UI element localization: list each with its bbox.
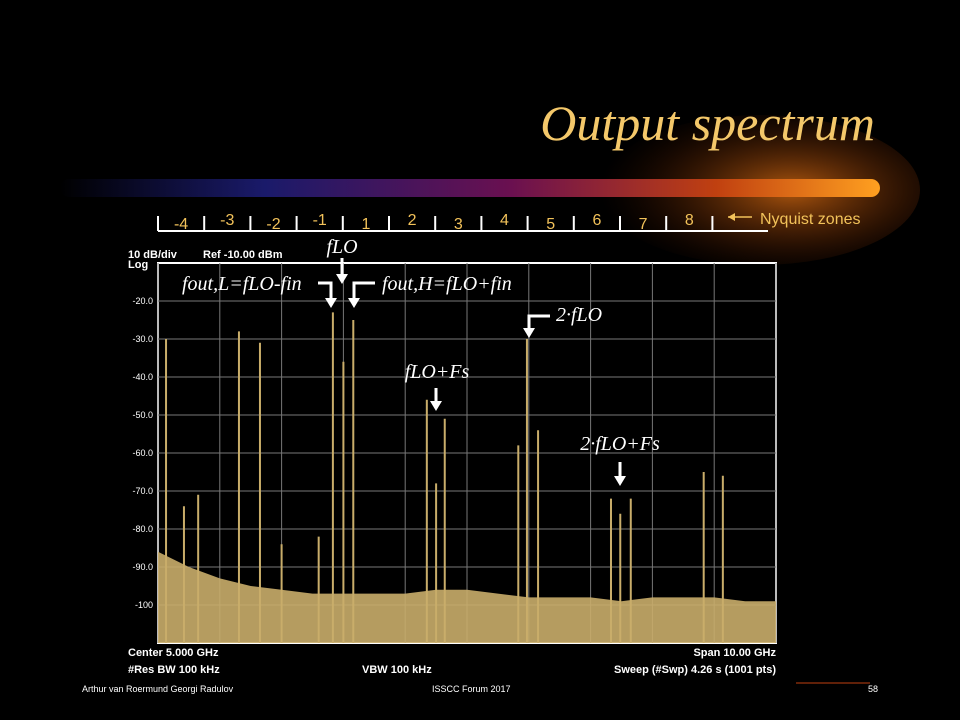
y-tick-label: -90.0 (132, 562, 153, 572)
page-number: 58 (868, 684, 878, 694)
zone-label: -2 (266, 216, 280, 233)
arrow-head (325, 298, 337, 308)
nyquist-strip: Nyquist zones -4 -3 -2 -1 1 2 3 4 5 6 7 8 (157, 211, 861, 233)
slide-title: Output spectrum (540, 95, 875, 151)
plot (157, 263, 777, 643)
zone-label: 8 (685, 212, 694, 229)
nyquist-arrow-head (728, 213, 735, 221)
arrow-head (348, 298, 360, 308)
arrow (527, 314, 550, 333)
annotation: fout,H=fLO+fin (382, 273, 512, 295)
arrow (352, 281, 375, 302)
arrow-head (614, 476, 626, 486)
zone-label: 3 (454, 216, 463, 233)
y-tick-label: -60.0 (132, 448, 153, 458)
zone-label: 7 (639, 216, 648, 233)
y-tick-label: -40.0 (132, 372, 153, 382)
zone-label: 2 (408, 212, 417, 229)
res-bw: #Res BW 100 kHz (128, 664, 220, 676)
zone-label: 6 (592, 212, 601, 229)
noise-floor (158, 551, 776, 643)
y-tick-label: -80.0 (132, 524, 153, 534)
arrow-head (430, 401, 442, 411)
arrow-head (523, 328, 535, 338)
nyquist-caption: Nyquist zones (760, 211, 861, 228)
sweep: Sweep (#Swp) 4.26 s (1001 pts) (614, 664, 776, 676)
y-tick-label: -70.0 (132, 486, 153, 496)
scale-label: 10 dB/div (128, 249, 178, 261)
zone-label: 5 (546, 216, 555, 233)
annotation: fLO+Fs (405, 361, 470, 383)
scale-mode: Log (128, 259, 148, 271)
annotation: fout,L=fLO-fin (182, 273, 302, 295)
y-tick-label: -100 (135, 600, 153, 610)
footer-author: Arthur van Roermund Georgi Radulov (82, 684, 234, 694)
annotation: fLO (326, 236, 357, 258)
zone-label: 4 (500, 212, 509, 229)
arrow-head (336, 274, 348, 284)
arrow-heads (325, 274, 626, 486)
zone-label: -4 (174, 216, 188, 233)
annotation: 2·fLO (556, 304, 602, 326)
reference: Ref -10.00 dBm (203, 249, 283, 261)
zone-label: 1 (361, 216, 370, 233)
footer-event: ISSCC Forum 2017 (432, 684, 511, 694)
vbw: VBW 100 kHz (362, 664, 432, 676)
annotation: 2·fLO+Fs (580, 433, 660, 455)
zone-label: -1 (313, 212, 327, 229)
swoosh (60, 179, 880, 197)
span: Span 10.00 GHz (693, 647, 776, 659)
y-tick-label: -30.0 (132, 334, 153, 344)
arrow (318, 281, 333, 302)
center-freq: Center 5.000 GHz (128, 647, 219, 659)
y-tick-label: -20.0 (132, 296, 153, 306)
zone-label: -3 (220, 212, 234, 229)
y-tick-label: -50.0 (132, 410, 153, 420)
